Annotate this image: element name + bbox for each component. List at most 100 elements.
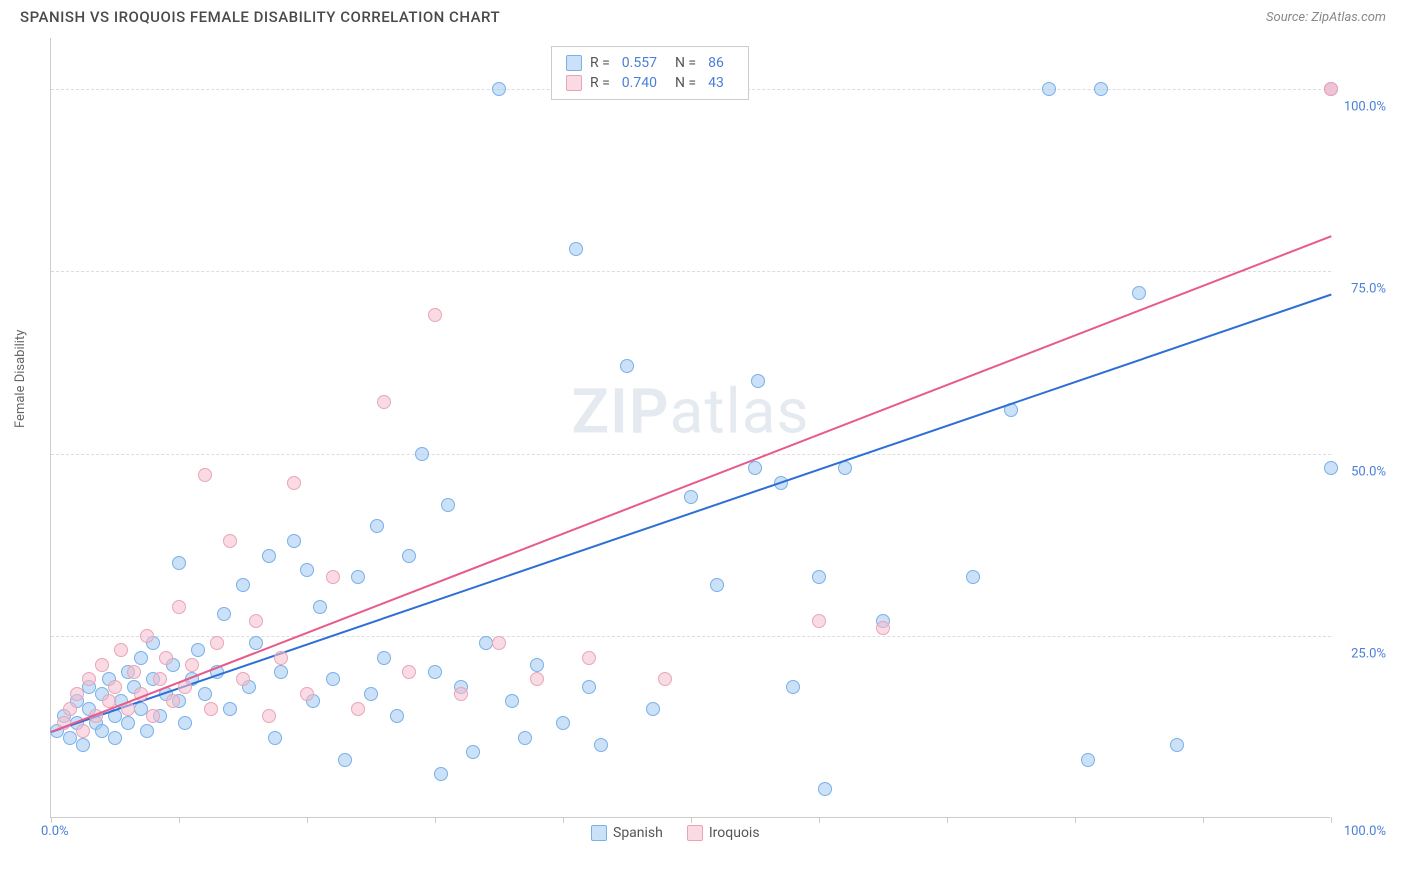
y-axis-label: Female Disability [13, 330, 28, 428]
data-point [217, 607, 231, 621]
data-point [454, 687, 468, 701]
data-point [204, 702, 218, 716]
data-point [684, 490, 698, 504]
gridline-h [51, 454, 1331, 455]
legend-n-value: 86 [708, 55, 724, 71]
legend-r-label: R = [590, 75, 610, 91]
legend-swatch [566, 55, 582, 71]
series-legend-label: Spanish [613, 825, 663, 841]
data-point [1042, 82, 1056, 96]
data-point [818, 782, 832, 796]
data-point [127, 665, 141, 679]
watermark: ZIPatlas [572, 375, 810, 448]
data-point [582, 680, 596, 694]
data-point [95, 724, 109, 738]
x-tick [947, 817, 948, 823]
data-point [812, 570, 826, 584]
data-point [364, 687, 378, 701]
data-point [351, 570, 365, 584]
data-point [191, 643, 205, 657]
data-point [146, 709, 160, 723]
data-point [351, 702, 365, 716]
gridline-h [51, 271, 1331, 272]
data-point [76, 738, 90, 752]
data-point [594, 738, 608, 752]
x-tick [179, 817, 180, 823]
legend-r-value: 0.557 [622, 55, 657, 71]
data-point [76, 724, 90, 738]
data-point [82, 672, 96, 686]
data-point [505, 694, 519, 708]
correlation-legend: R = 0.557 N = 86 R = 0.740 N = 43 [551, 46, 749, 100]
x-axis-max-label: 100.0% [1344, 824, 1386, 839]
y-tick-label: 100.0% [1344, 100, 1386, 115]
legend-n-value: 43 [708, 75, 724, 91]
legend-swatch [687, 825, 703, 841]
data-point [518, 731, 532, 745]
data-point [198, 468, 212, 482]
legend-swatch [566, 75, 582, 91]
data-point [582, 651, 596, 665]
data-point [300, 687, 314, 701]
chart-source: Source: ZipAtlas.com [1266, 10, 1386, 25]
data-point [236, 578, 250, 592]
data-point [751, 374, 765, 388]
legend-swatch [591, 825, 607, 841]
x-tick [307, 817, 308, 823]
x-tick [563, 817, 564, 823]
legend-r-label: R = [590, 55, 610, 71]
data-point [441, 498, 455, 512]
data-point [415, 447, 429, 461]
data-point [178, 716, 192, 730]
gridline-h [51, 636, 1331, 637]
chart-header: SPANISH VS IROQUOIS FEMALE DISABILITY CO… [0, 0, 1406, 30]
data-point [236, 672, 250, 686]
legend-n-label: N = [675, 75, 696, 91]
data-point [530, 672, 544, 686]
data-point [300, 563, 314, 577]
data-point [326, 672, 340, 686]
data-point [338, 753, 352, 767]
legend-row: R = 0.557 N = 86 [566, 53, 734, 73]
data-point [249, 636, 263, 650]
trend-line [51, 235, 1332, 733]
data-point [140, 629, 154, 643]
data-point [95, 658, 109, 672]
data-point [274, 651, 288, 665]
data-point [710, 578, 724, 592]
x-tick [1203, 817, 1204, 823]
data-point [466, 745, 480, 759]
data-point [1170, 738, 1184, 752]
data-point [492, 636, 506, 650]
legend-r-value: 0.740 [622, 75, 657, 91]
data-point [172, 600, 186, 614]
plot-box: ZIPatlas Female Disability R =0.557N =86… [50, 38, 1330, 818]
data-point [268, 731, 282, 745]
data-point [63, 702, 77, 716]
data-point [1094, 82, 1108, 96]
data-point [428, 665, 442, 679]
data-point [185, 658, 199, 672]
data-point [434, 767, 448, 781]
x-tick [1331, 817, 1332, 823]
data-point [326, 570, 340, 584]
data-point [569, 242, 583, 256]
data-point [390, 709, 404, 723]
y-tick-label: 75.0% [1351, 282, 1386, 297]
data-point [210, 636, 224, 650]
data-point [223, 534, 237, 548]
data-point [370, 519, 384, 533]
chart-title: SPANISH VS IROQUOIS FEMALE DISABILITY CO… [20, 8, 500, 26]
data-point [812, 614, 826, 628]
data-point [262, 709, 276, 723]
x-tick [819, 817, 820, 823]
data-point [166, 694, 180, 708]
data-point [876, 621, 890, 635]
data-point [287, 476, 301, 490]
legend-n-label: N = [675, 55, 696, 71]
data-point [108, 731, 122, 745]
data-point [646, 702, 660, 716]
data-point [428, 308, 442, 322]
legend-row: R = 0.740 N = 43 [566, 73, 734, 93]
data-point [114, 643, 128, 657]
